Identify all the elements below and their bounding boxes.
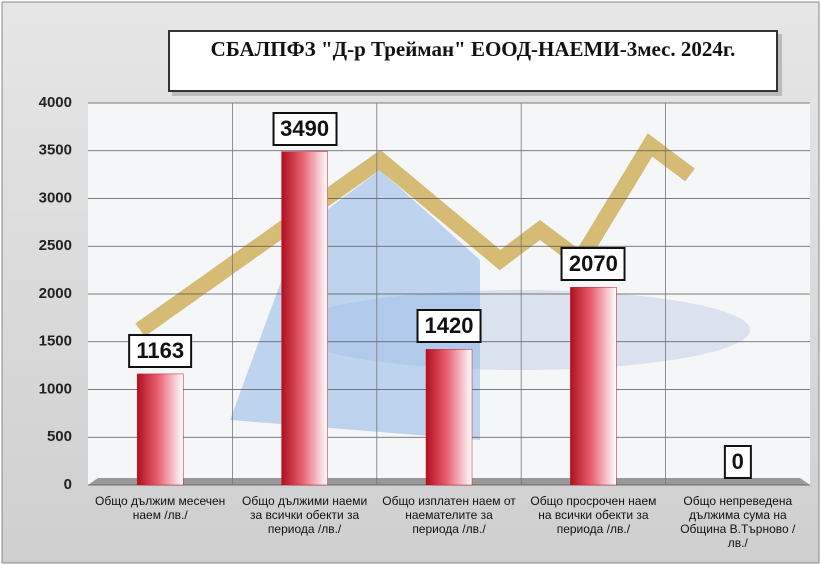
y-tick-label: 1500 — [39, 333, 72, 350]
decor-arrow — [135, 133, 695, 337]
x-tick-label: Общо непреведена дължима сума на Община … — [680, 494, 796, 550]
data-label: 1163 — [128, 333, 193, 368]
bar — [281, 151, 328, 486]
x-tick-label: Общо дължим месечен наем /лв./ — [95, 494, 226, 522]
y-tick-label: 0 — [64, 476, 72, 493]
data-label: 0 — [723, 445, 752, 479]
bar — [570, 287, 617, 486]
data-label: 1420 — [416, 309, 482, 344]
x-tick-label: Общо просрочен наем на всички обекти за … — [530, 494, 657, 536]
data-label: 3490 — [272, 111, 338, 146]
bar — [136, 373, 184, 486]
x-tick-label: Общо изплатен наем от наемателите за пер… — [382, 494, 516, 536]
y-tick-label: 2500 — [39, 237, 72, 254]
chart-title: СБАЛПФЗ "Д-р Трейман" ЕООД-НАЕМИ-3мес. 2… — [168, 30, 778, 92]
x-tick-label: Общо дължими наеми за всички обекти за п… — [242, 494, 368, 536]
y-tick-label: 4000 — [39, 94, 72, 111]
y-tick-label: 1000 — [39, 380, 72, 397]
y-tick-label: 3500 — [39, 142, 72, 159]
bar — [425, 349, 473, 486]
y-tick-label: 500 — [47, 428, 72, 445]
y-tick-label: 3000 — [39, 189, 72, 206]
data-label: 2070 — [560, 247, 626, 282]
y-tick-label: 2000 — [39, 285, 72, 302]
